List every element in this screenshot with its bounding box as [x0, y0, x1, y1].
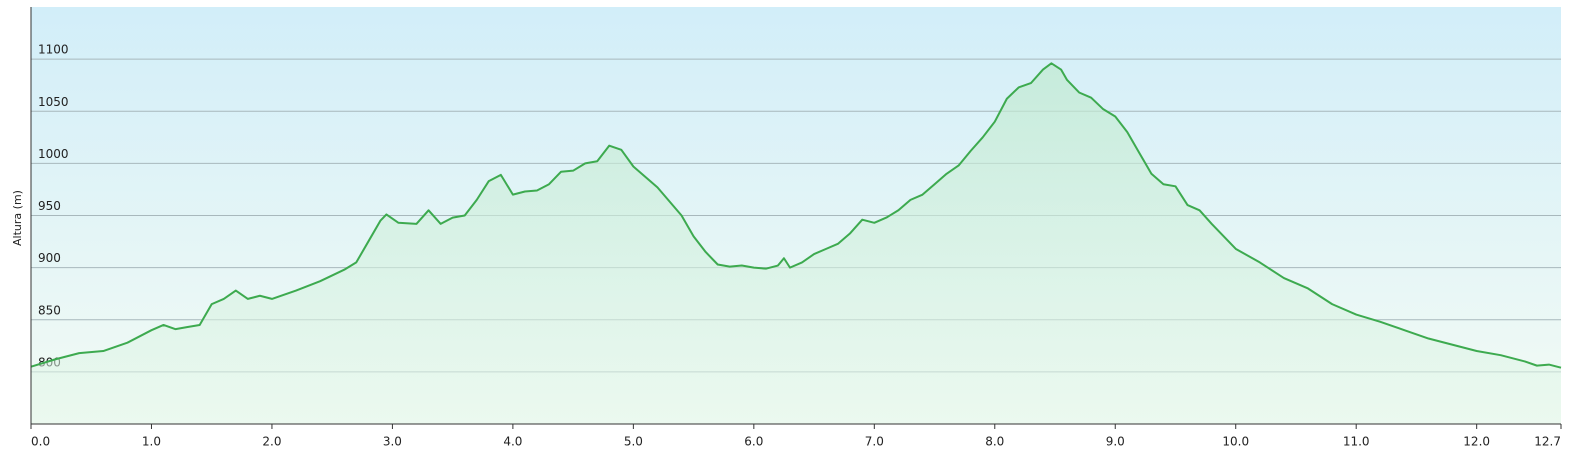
- y-tick-label: 950: [38, 199, 61, 213]
- y-tick-label: 1050: [38, 95, 69, 109]
- elevation-line: [30, 62, 1562, 369]
- x-tick-label: 5.0: [624, 435, 643, 449]
- x-tick-label: 2.0: [262, 435, 281, 449]
- x-tick-label: 10.0: [1222, 435, 1249, 449]
- y-tick-label: 1000: [38, 147, 69, 161]
- x-tick-label: 9.0: [1106, 435, 1125, 449]
- y-axis-label: Altura (m): [11, 190, 24, 246]
- x-tick-label: 7.0: [865, 435, 884, 449]
- y-tick-label: 850: [38, 303, 61, 317]
- x-tick-label: 12.7: [1534, 435, 1561, 449]
- x-tick-label: 6.0: [744, 435, 763, 449]
- x-tick-label: 0.0: [31, 435, 50, 449]
- x-tick-label: 1.0: [142, 435, 161, 449]
- x-tick-label: 4.0: [503, 435, 522, 449]
- x-tick-label: 8.0: [985, 435, 1004, 449]
- y-tick-label: 900: [38, 251, 61, 265]
- x-tick-label: 11.0: [1343, 435, 1370, 449]
- area-fill: [31, 63, 1561, 425]
- x-tick-label: 3.0: [383, 435, 402, 449]
- x-tick-label: 12.0: [1463, 435, 1490, 449]
- y-tick-label: 1100: [38, 43, 69, 57]
